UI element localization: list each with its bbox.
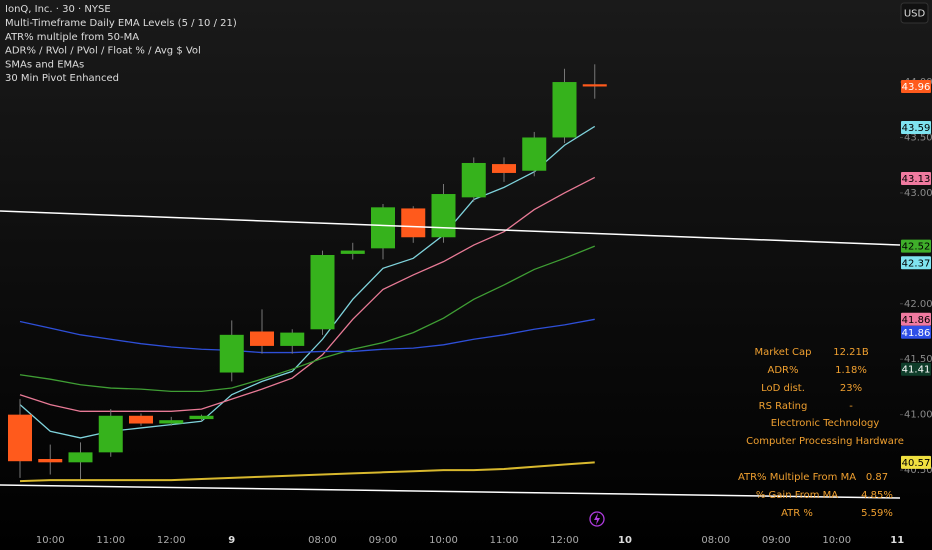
x-tick-label: 08:00 [701,535,730,546]
price-label: 42.52 [902,242,931,253]
price-label: 41.86 [902,328,931,339]
x-tick-label: 10 [618,535,632,546]
price-label: 43.59 [902,123,931,134]
candle-body [8,414,32,462]
candle-body [280,332,305,346]
legend: IonQ, Inc. · 30 · NYSE Multi-Timeframe D… [5,4,237,84]
candle-body [219,334,244,373]
x-tick-label: 09:00 [369,535,398,546]
info-value: 5.59% [861,508,893,519]
info-key: Market Cap [754,347,811,358]
info-value: 1.18% [835,365,867,376]
price-label-box [901,256,931,270]
price-label: 42.37 [902,258,931,269]
trendline [0,210,901,246]
info-key: % Gain From MA [756,490,838,501]
x-tick-label: 11 [890,535,904,546]
candle-body [340,250,365,254]
candle-body [371,207,395,249]
price-label-box [901,312,931,326]
x-tick-label: 08:00 [308,535,337,546]
info-value: - [849,401,853,412]
info-key: ATR% Multiple From MA [738,472,856,483]
x-tick-label: 11:00 [96,535,125,546]
currency-button[interactable] [900,2,929,24]
currency-label: USD [904,9,926,20]
y-tick-label: 41.00 [904,410,932,421]
candle-body [522,137,547,171]
info-value: 12.21B [833,347,869,358]
candle-body [552,82,577,138]
candle-body [38,459,63,463]
price-label: 41.41 [902,365,931,376]
info-value: 0.87 [866,472,888,483]
info-key: LoD dist. [761,383,805,394]
indicator-label: Multi-Timeframe Daily EMA Levels (5 / 10… [5,18,237,29]
chart-title: IonQ, Inc. · 30 · NYSE [5,4,111,15]
y-tick-label: 40.50 [904,465,932,476]
x-tick-label: 10:00 [429,535,458,546]
info-value: 23% [840,383,862,394]
info-sector: Electronic Technology [771,418,880,429]
price-label-box [901,362,931,376]
candle-body [310,255,335,330]
price-label-box [901,121,931,134]
candle-body [582,84,607,87]
candle-body [401,208,426,238]
ma-line [19,318,595,354]
indicator-label: SMAs and EMAs [5,59,84,70]
price-label: 40.57 [902,458,931,469]
info-industry: Computer Processing Hardware [746,436,904,447]
price-label-box [901,79,931,93]
price-label-box [901,325,931,339]
event-icon-bolt [594,513,600,525]
y-tick-label: 43.00 [904,188,932,199]
x-tick-label: 10:00 [822,535,851,546]
y-tick-label: 43.50 [904,132,932,143]
event-icon[interactable] [589,511,605,527]
candle-body [431,194,456,238]
info-key: ADR% [768,365,799,376]
candle-body [250,331,274,346]
candle-body [492,164,516,173]
price-label: 43.96 [902,82,931,93]
info-key: RS Rating [759,401,808,412]
x-tick-label: 9 [228,535,235,546]
ma-line [19,461,595,483]
y-tick-label: 41.50 [904,354,932,365]
ma-line [19,176,596,412]
x-tick-label: 12:00 [550,535,579,546]
price-label-box [901,172,931,185]
info-key: ATR % [781,508,813,519]
info-value: 4.85% [861,490,893,501]
x-tick-label: 10:00 [36,535,65,546]
candle-body [129,415,153,424]
candle-body [189,415,214,420]
indicator-label: ADR% / RVol / PVol / Float % / Avg $ Vol [5,46,201,57]
indicator-label: ATR% multiple from 50-MA [5,32,139,43]
trendline [0,484,901,499]
candle-body [98,415,123,453]
ma-line [19,245,595,393]
y-tick-label: 42.00 [904,299,932,310]
price-label: 43.13 [902,174,931,185]
indicator-label: 30 Min Pivot Enhanced [5,73,119,84]
info-table: Market Cap 12.21B ADR% 1.18% LoD dist. 23% RS … [738,347,904,519]
plot-area [8,64,903,483]
candle-body [159,420,184,424]
price-label: 41.86 [902,315,931,326]
candle-body [68,452,93,463]
x-tick-label: 09:00 [762,535,791,546]
x-tick-label: 11:00 [490,535,519,546]
price-label-box [901,455,931,469]
price-label-box [901,239,931,253]
x-tick-label: 12:00 [157,535,186,546]
candle-body [461,162,486,198]
